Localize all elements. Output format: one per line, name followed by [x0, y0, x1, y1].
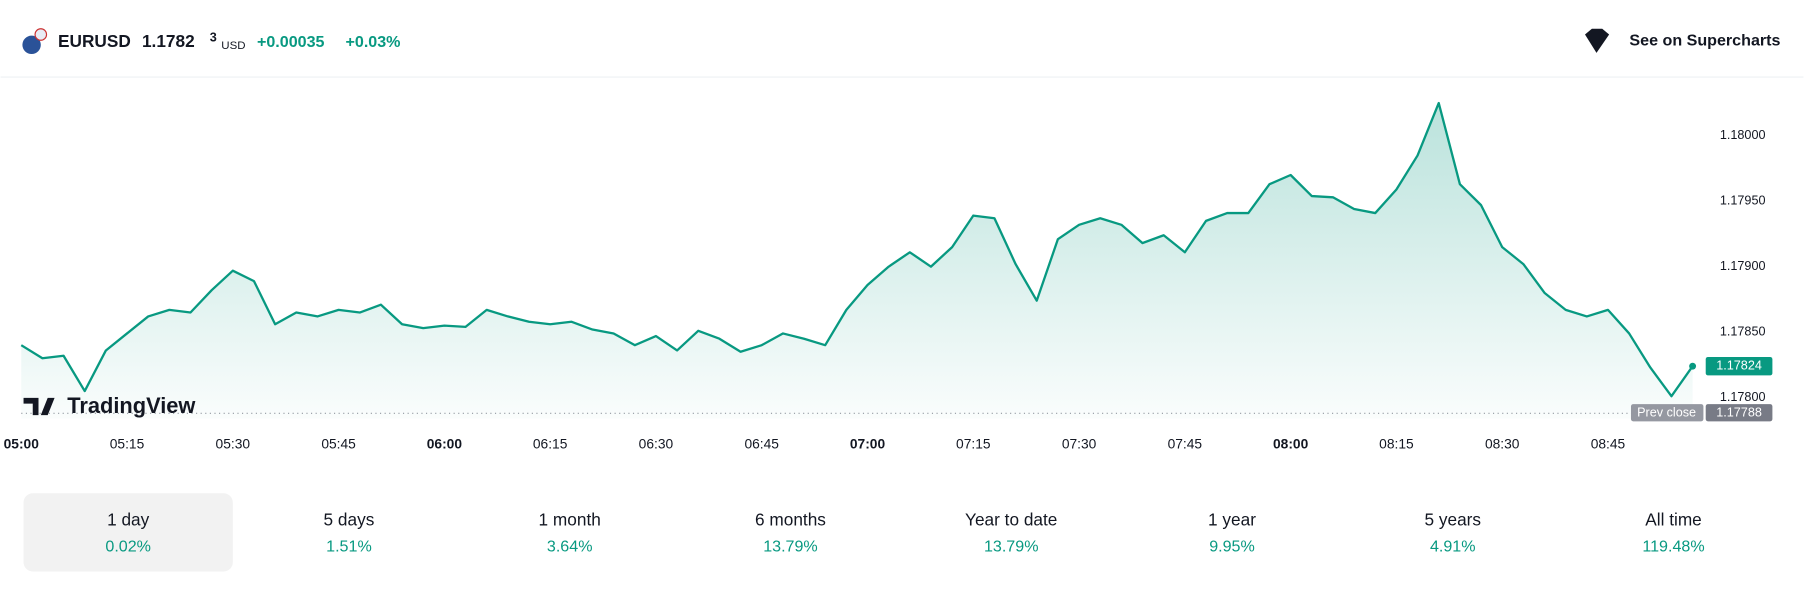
- period-label: 5 years: [1424, 509, 1481, 529]
- period-tab[interactable]: Year to date 13.79%: [965, 509, 1057, 555]
- supercharts-link[interactable]: See on Supercharts: [1584, 28, 1781, 53]
- period-tab[interactable]: 5 days 1.51%: [324, 509, 375, 555]
- watermark-logo: [23, 397, 55, 416]
- period-change: 0.02%: [105, 538, 151, 556]
- y-tick-label: 1.18000: [1720, 128, 1766, 142]
- supercharts-text[interactable]: See on Supercharts: [1629, 32, 1780, 50]
- period-tab[interactable]: 5 years 4.91%: [1424, 509, 1481, 555]
- flag-icon: [22, 35, 41, 55]
- period-label: 1 month: [539, 509, 601, 529]
- period-tab[interactable]: 1 year 9.95%: [1208, 509, 1256, 555]
- x-tick-label: 07:30: [1062, 437, 1097, 452]
- header: EURUSD 1.1782 3 USD +0.00035 +0.03% See …: [0, 28, 1804, 78]
- x-tick-label: 07:00: [850, 437, 886, 452]
- prev-close-value: 1.17788: [1716, 406, 1762, 420]
- period-label: All time: [1645, 509, 1702, 529]
- period-label: 1 day: [107, 509, 150, 529]
- x-tick-label: 06:45: [744, 437, 779, 452]
- price-line: [20, 101, 1694, 398]
- tab-selected-bg: [23, 493, 233, 572]
- x-tick-label: 08:15: [1379, 437, 1414, 452]
- prev-close-label: Prev close: [1637, 406, 1696, 420]
- y-tick-label: 1.17800: [1720, 390, 1766, 404]
- watermark-text: TradingView: [67, 393, 196, 418]
- flag-icon: [34, 28, 48, 41]
- period-tabs: 1 day 0.02% 5 days 1.51% 1 month 3.64% 6 month…: [23, 493, 1705, 572]
- x-tick-label: 06:15: [533, 437, 568, 452]
- plot: 1.17800 1.17850 1.17900 1.17950 1.18000 05:00…: [4, 101, 1773, 452]
- y-tick-label: 1.17850: [1720, 324, 1766, 338]
- price-digit: 3: [210, 30, 217, 44]
- period-change: 13.79%: [763, 538, 818, 556]
- period-label: 6 months: [755, 509, 826, 529]
- period-change: 4.91%: [1430, 538, 1476, 556]
- prev-close-box: [1705, 404, 1773, 422]
- period-tab[interactable]: 6 months 13.79%: [755, 509, 826, 555]
- price: 1.1782: [142, 31, 195, 51]
- x-tick-label: 08:30: [1485, 437, 1520, 452]
- y-tick-label: 1.17950: [1720, 194, 1766, 208]
- x-tick-label: 07:15: [956, 437, 991, 452]
- x-tick-label: 05:45: [321, 437, 356, 452]
- y-tick-label: 1.17900: [1720, 259, 1766, 273]
- x-tick-label: 05:15: [110, 437, 145, 452]
- watermark: TradingView: [23, 393, 196, 418]
- period-change: 13.79%: [984, 538, 1039, 556]
- period-tab[interactable]: 1 day 0.02%: [23, 493, 233, 572]
- period-label: Year to date: [965, 509, 1057, 529]
- area-fill: [21, 103, 1693, 419]
- currency: USD: [221, 40, 245, 52]
- period-change: 9.95%: [1209, 538, 1255, 556]
- period-tab[interactable]: All time 119.48%: [1642, 509, 1704, 555]
- x-tick-label: 05:00: [4, 437, 40, 452]
- x-tick-label: 06:30: [639, 437, 674, 452]
- last-point: [1689, 362, 1697, 370]
- x-tick-label: 07:45: [1168, 437, 1203, 452]
- period-change: 119.48%: [1642, 538, 1704, 556]
- last-price-label: 1.17824: [1716, 359, 1762, 373]
- period-tab[interactable]: 1 month 3.64%: [539, 509, 601, 555]
- x-tick-label: 05:30: [216, 437, 251, 452]
- period-change: 3.64%: [547, 538, 593, 556]
- period-label: 1 year: [1208, 509, 1256, 529]
- change-percent: +0.03%: [345, 33, 400, 51]
- x-tick-label: 08:45: [1591, 437, 1626, 452]
- last-price-box: [1705, 356, 1773, 376]
- change: +0.00035: [257, 33, 325, 51]
- supercharts-icon: [1584, 28, 1610, 53]
- x-tick-label: 06:00: [427, 437, 463, 452]
- x-tick-label: 08:00: [1273, 437, 1309, 452]
- prev-close-tag: [1630, 404, 1704, 422]
- symbol: EURUSD: [58, 31, 131, 51]
- period-label: 5 days: [324, 509, 375, 529]
- period-change: 1.51%: [326, 538, 372, 556]
